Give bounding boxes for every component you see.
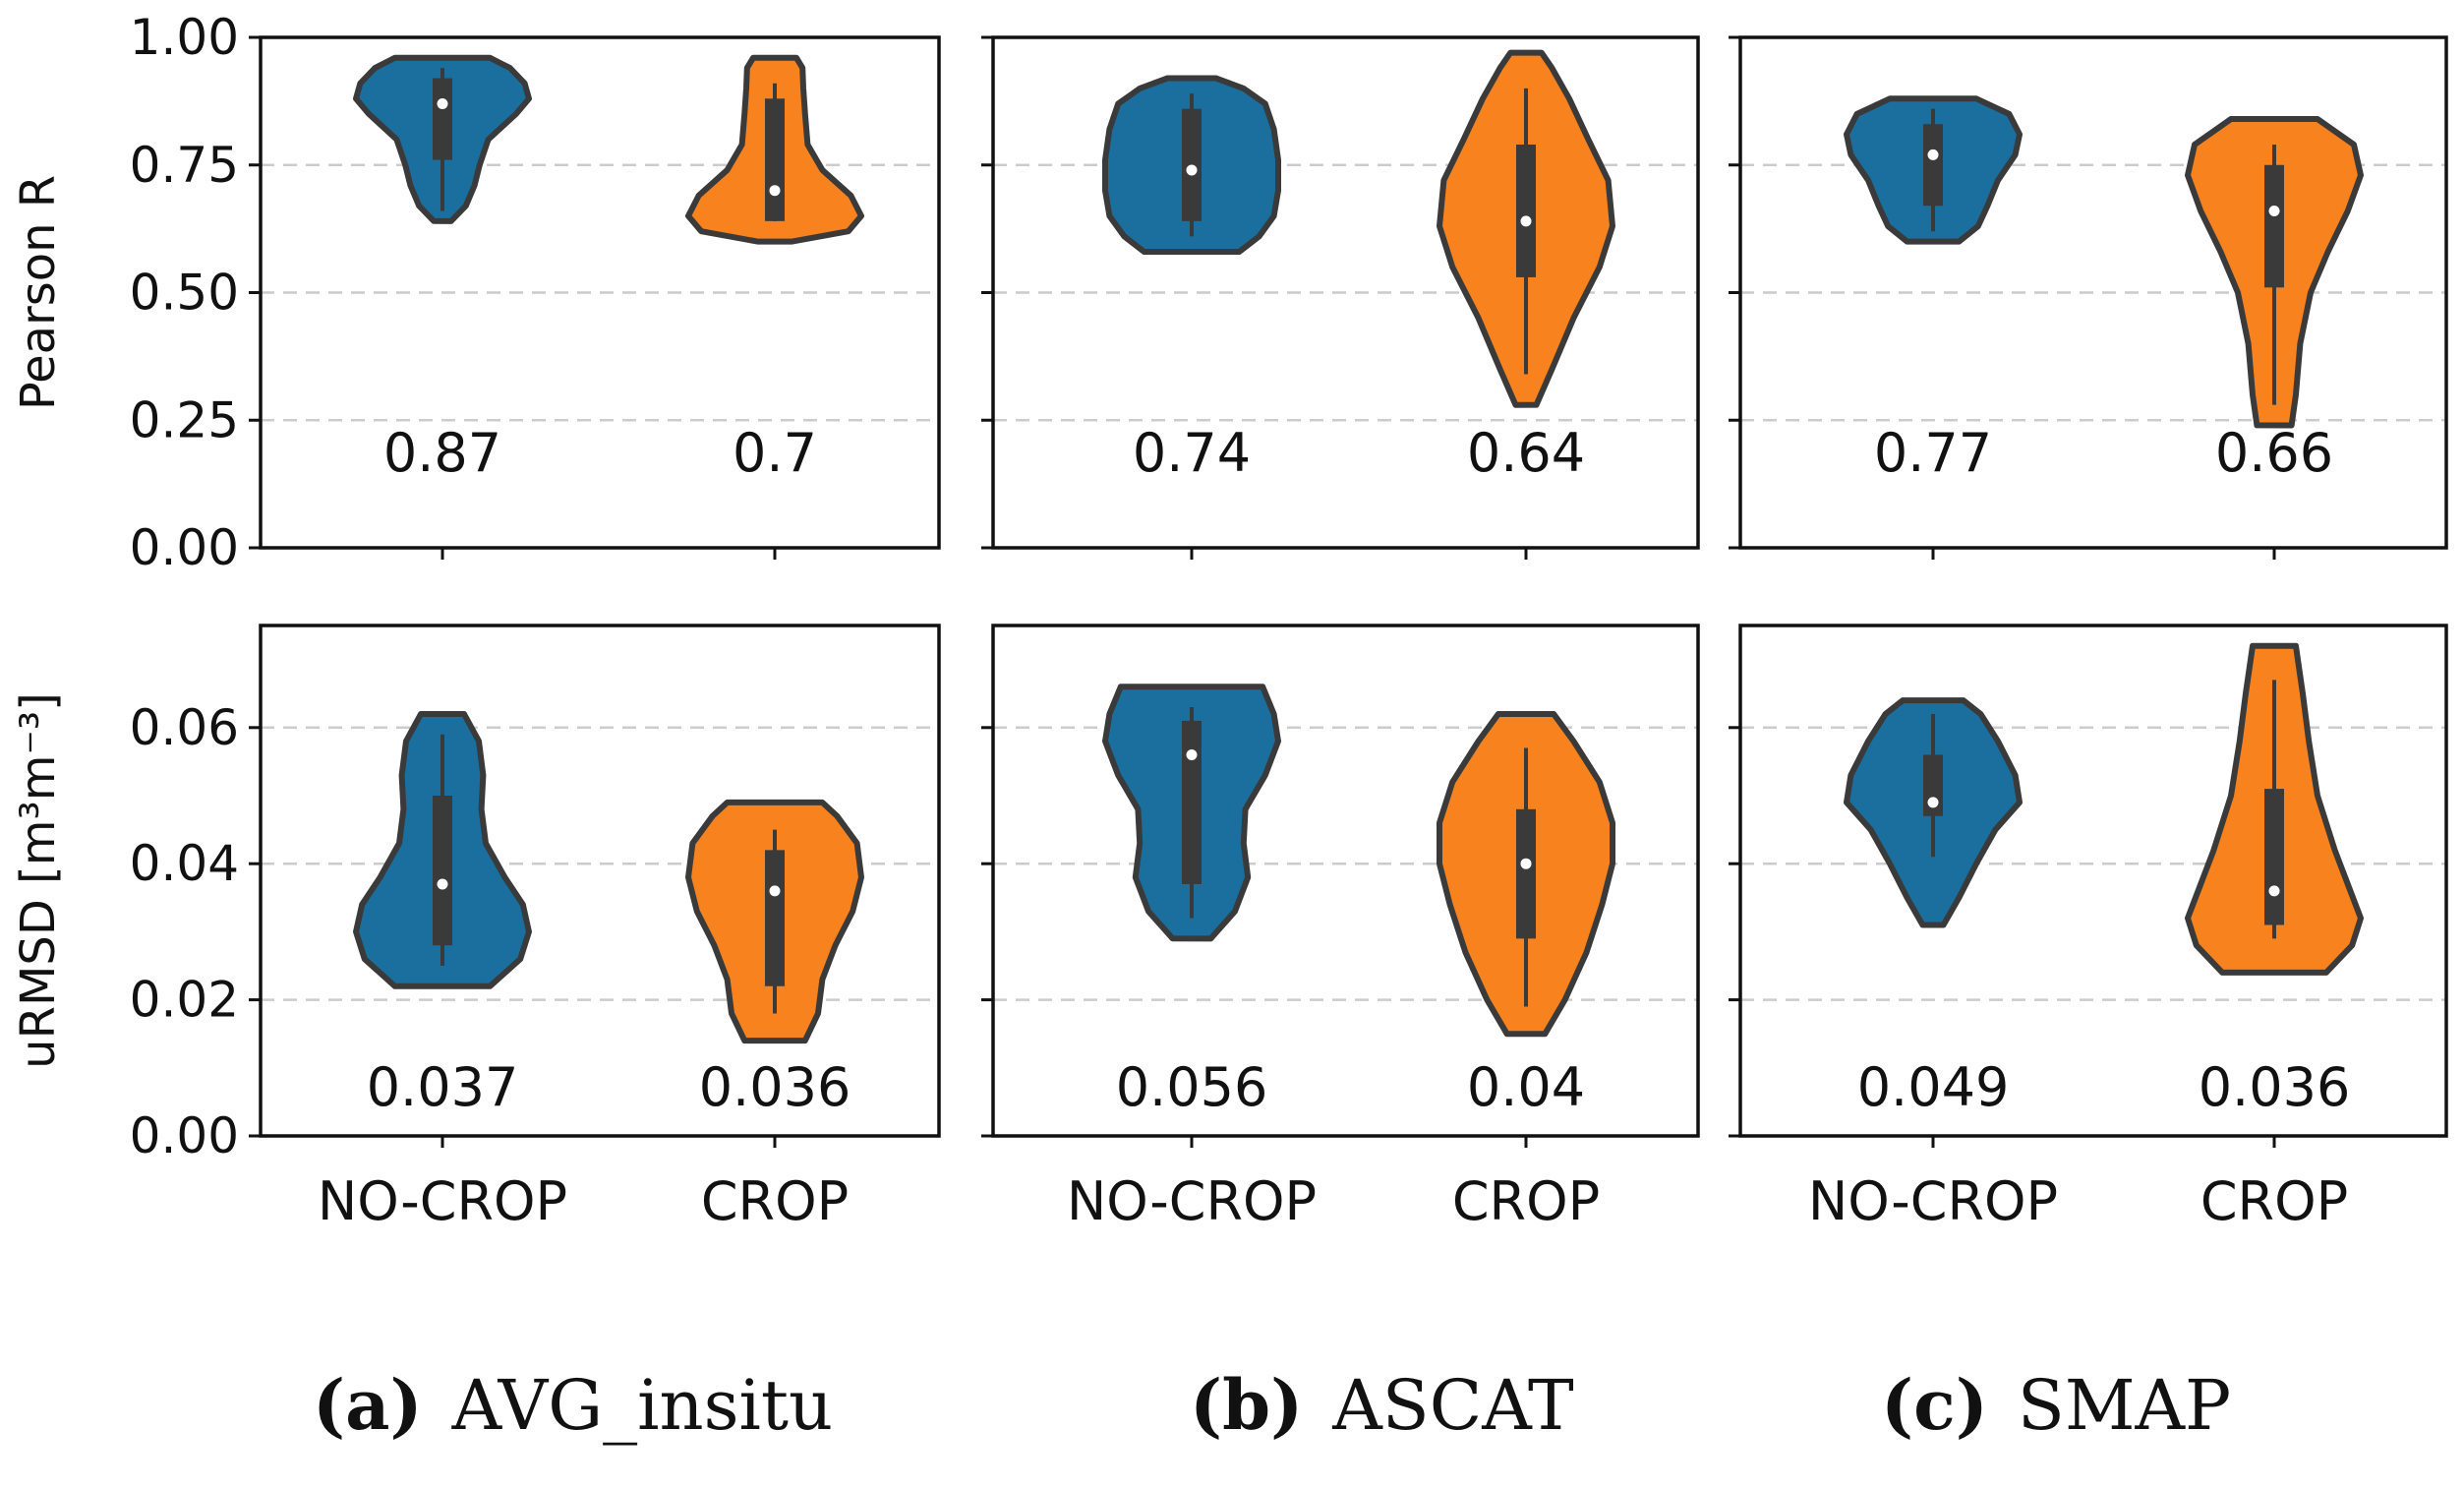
panel-b-urmsd: 0.056 NO-CROP 0.04 CROP [981, 624, 1700, 1232]
y-tick-label: 1.00 [130, 9, 239, 66]
median-value-label: 0.036 [699, 1056, 851, 1118]
y-tick-label: 0.04 [130, 835, 239, 892]
axes-frame [991, 624, 1700, 1138]
panel-b-pearson: 0.74 0.64 [981, 35, 1700, 560]
median-value-label: 0.056 [1116, 1056, 1268, 1118]
y-tick-label: 0.25 [130, 391, 239, 448]
median-value-label: 0.049 [1857, 1056, 2010, 1118]
y-tick-label: 0.00 [130, 519, 239, 576]
caption-name: SMAP [2018, 1365, 2231, 1446]
y-axis-label: uRMSD [m³m⁻³] [11, 692, 66, 1069]
panel-caption: (b) ASCAT [1190, 1364, 1574, 1446]
median-value-label: 0.77 [1874, 422, 1992, 484]
iqr-box [433, 78, 452, 160]
median-marker [769, 185, 781, 197]
category-label: CROP [2200, 1170, 2348, 1232]
median-value-label: 0.04 [1467, 1056, 1585, 1118]
median-marker [1927, 149, 1939, 160]
panel-a-pearson: 0.87 0.7 0.00 0.25 0.50 0.75 1.00 Pearson R [11, 9, 941, 576]
median-value-label: 0.74 [1133, 422, 1251, 484]
axes-frame [259, 624, 941, 1138]
category-label: NO-CROP [1808, 1170, 2058, 1232]
iqr-box [1182, 720, 1202, 884]
iqr-box [1516, 808, 1536, 939]
y-tick-label: 0.06 [130, 699, 239, 756]
median-marker [1186, 164, 1198, 176]
median-marker [1927, 797, 1939, 808]
iqr-box [2264, 789, 2284, 925]
median-marker [437, 878, 448, 890]
y-axis-label: Pearson R [11, 175, 66, 410]
iqr-box [765, 98, 785, 221]
median-marker [2268, 205, 2280, 216]
iqr-box [1516, 144, 1536, 277]
median-marker [1186, 748, 1198, 760]
panel-a-urmsd: 0.037 NO-CROP 0.036 CROP 0.00 0.02 0.04 0.06 uRM… [11, 624, 941, 1232]
y-tick-label: 0.50 [130, 265, 239, 322]
panel-caption: (a) AVG_insitu [313, 1364, 833, 1446]
caption-name: ASCAT [1331, 1365, 1573, 1446]
caption-letter: (c) [1881, 1364, 1988, 1446]
median-value-label: 0.66 [2215, 422, 2333, 484]
median-marker [1520, 215, 1532, 227]
iqr-box [2264, 164, 2284, 288]
panel-c-pearson: 0.77 0.66 [1729, 35, 2448, 560]
category-label: CROP [1452, 1170, 1600, 1232]
caption-name: AVG_insitu [451, 1365, 834, 1446]
iqr-box [1923, 124, 1943, 207]
axes-frame [1738, 624, 2448, 1138]
panel-caption: (c) SMAP [1881, 1364, 2231, 1446]
median-marker [437, 97, 448, 109]
iqr-box [765, 850, 785, 986]
median-value-label: 0.037 [367, 1056, 519, 1118]
median-marker [769, 885, 781, 897]
median-marker [2268, 885, 2280, 897]
median-value-label: 0.64 [1467, 422, 1585, 484]
caption-letter: (b) [1190, 1364, 1303, 1446]
median-value-label: 0.7 [733, 422, 817, 484]
iqr-box [433, 796, 452, 946]
category-label: CROP [701, 1170, 849, 1232]
median-value-label: 0.87 [383, 422, 501, 484]
y-tick-label: 0.02 [130, 972, 239, 1029]
caption-letter: (a) [313, 1364, 423, 1446]
y-tick-label: 0.75 [130, 137, 239, 194]
category-label: NO-CROP [1067, 1170, 1317, 1232]
category-label: NO-CROP [318, 1170, 567, 1232]
median-value-label: 0.036 [2199, 1056, 2351, 1118]
median-marker [1520, 858, 1532, 869]
panel-c-urmsd: 0.049 NO-CROP 0.036 CROP [1729, 624, 2448, 1232]
y-tick-label: 0.00 [130, 1107, 239, 1164]
